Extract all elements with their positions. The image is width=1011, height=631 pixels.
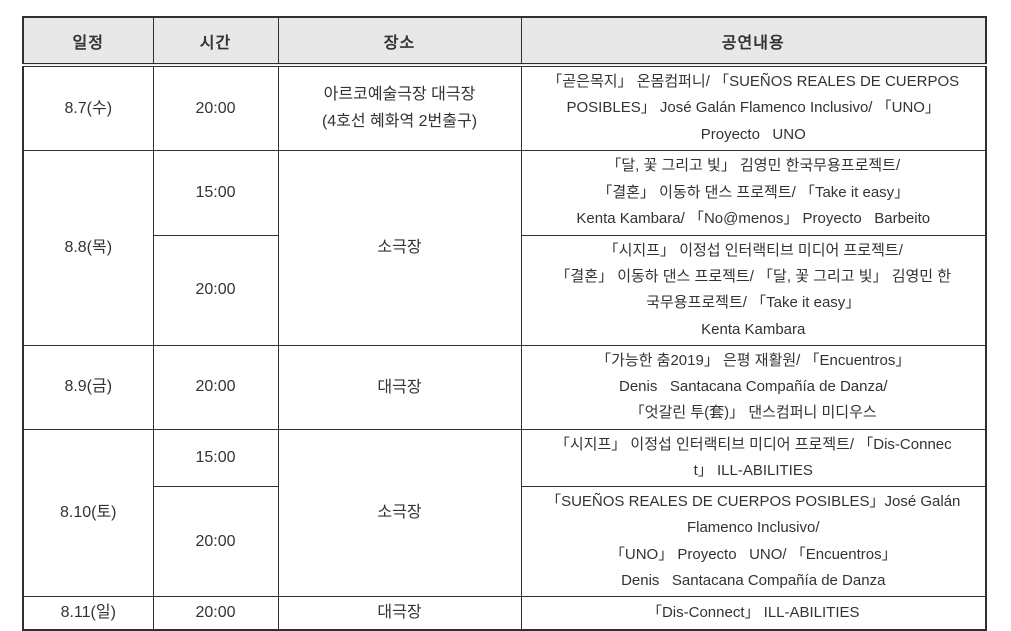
table-row: 8.10(토) 15:00 소극장 「시지프」 이정섭 인터랙티브 미디어 프로… [22,428,987,597]
table-row: 8.7(수) 20:00 아르코예술극장 대극장 (4호선 혜화역 2번출구) … [22,64,987,151]
table-row: 8.9(금) 20:00 대극장 「가능한 춤2019」 은평 재활원/ 「En… [22,344,987,430]
table-row: 20:00 「SUEÑOS REALES DE CUERPOS POSIBLES… [23,486,987,597]
program-cell: 「SUEÑOS REALES DE CUERPOS POSIBLES」José … [520,486,987,597]
time-cell: 20:00 [152,234,279,346]
time-cell: 20:00 [152,486,279,597]
venue-cell: 대극장 [277,596,522,630]
header-row: 일정 시간 장소 공연내용 [22,16,987,67]
time-cell: 15:00 [152,428,279,487]
date-cell: 8.10(토) [22,428,154,597]
program-cell: 「곧은목지」 온몸컴퍼니/ 「SUEÑOS REALES DE CUERPOS … [520,64,987,151]
program-cell: 「가능한 춤2019」 은평 재활원/ 「Encuentros」 Denis S… [520,344,987,430]
performance-schedule-table: 일정 시간 장소 공연내용 8.7(수) 20:00 아르코예술극장 대극장 (… [22,16,987,631]
col-header-time: 시간 [152,16,279,67]
program-cell: 「시지프」 이정섭 인터랙티브 미디어 프로젝트/ 「Dis-Connec t」… [520,428,987,487]
col-header-program: 공연내용 [520,16,987,67]
program-cell: 「시지프」 이정섭 인터랙티브 미디어 프로젝트/ 「결혼」 이동하 댄스 프로… [520,234,987,346]
table-row: 8.11(일) 20:00 대극장 「Dis-Connect」 ILL-ABIL… [22,596,987,630]
col-header-schedule: 일정 [22,16,154,67]
venue-cell: 소극장 [277,149,522,346]
venue-cell: 대극장 [277,344,522,430]
date-cell: 8.7(수) [22,64,154,151]
date-cell: 8.9(금) [22,344,154,430]
time-cell: 20:00 [152,64,279,151]
time-cell: 20:00 [152,344,279,430]
date-cell: 8.11(일) [22,596,154,630]
venue-cell: 소극장 [277,428,522,597]
program-cell: 「달, 꽃 그리고 빛」 김영민 한국무용프로젝트/ 「결혼」 이동하 댄스 프… [520,149,987,236]
col-header-venue: 장소 [277,16,522,67]
program-cell: 「Dis-Connect」 ILL-ABILITIES [520,596,987,630]
date-cell: 8.8(목) [22,149,154,346]
table-row: 20:00 「시지프」 이정섭 인터랙티브 미디어 프로젝트/ 「결혼」 이동하… [23,234,987,346]
venue-cell: 아르코예술극장 대극장 (4호선 혜화역 2번출구) [277,64,522,151]
time-cell: 20:00 [152,596,279,630]
table-row: 8.8(목) 15:00 소극장 「달, 꽃 그리고 빛」 김영민 한국무용프로… [22,149,987,346]
time-cell: 15:00 [152,149,279,236]
